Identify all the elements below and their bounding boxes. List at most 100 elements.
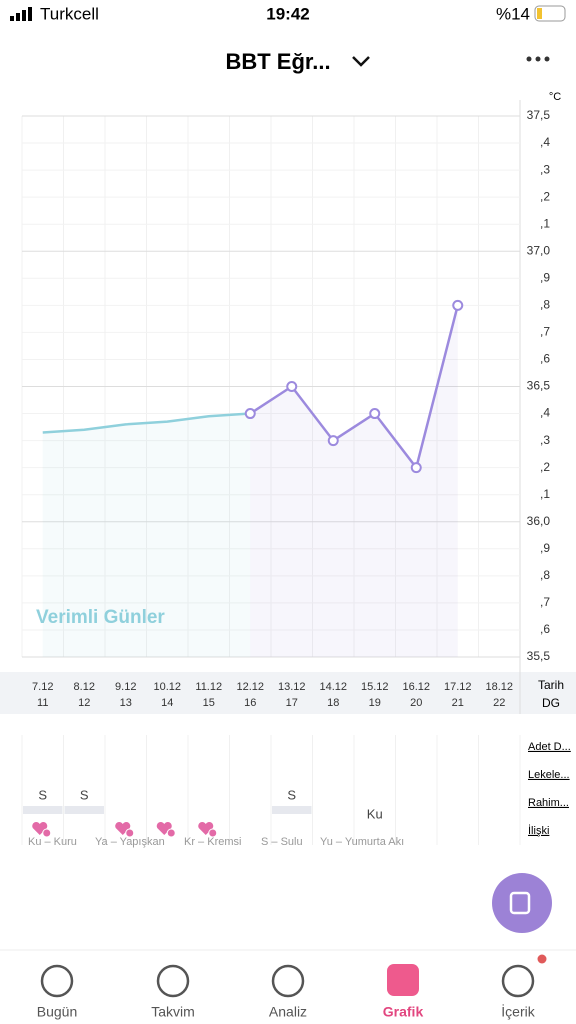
cycle-day: 11 bbox=[37, 697, 48, 709]
cycle-day: 21 bbox=[452, 697, 464, 709]
x-tick-label: 13.12 bbox=[278, 681, 306, 693]
point bbox=[452, 299, 464, 311]
battery-text: %14 bbox=[496, 4, 530, 23]
nav-icon bbox=[40, 964, 74, 998]
x-tick-label: 12.12 bbox=[236, 681, 264, 693]
dropdown[interactable] bbox=[352, 56, 370, 67]
symptom-row-label[interactable]: Adet D... bbox=[528, 741, 571, 753]
cycle-day: 13 bbox=[120, 697, 132, 709]
mucus-mark: S bbox=[38, 787, 47, 802]
heart-icon bbox=[32, 821, 48, 835]
cycle-day: 17 bbox=[286, 697, 298, 709]
heart-check bbox=[125, 828, 135, 838]
more-menu[interactable] bbox=[526, 56, 550, 62]
x-tick-label: 7.12 bbox=[32, 681, 53, 693]
nav-icon bbox=[271, 964, 305, 998]
y-tick-label: ,9 bbox=[540, 541, 550, 555]
symptom-legend: Kr – Kremsi bbox=[184, 836, 241, 848]
y-tick-label: ,6 bbox=[540, 622, 550, 636]
nav-label[interactable]: İçerik bbox=[501, 1003, 535, 1020]
mucus-bar bbox=[272, 806, 312, 814]
point bbox=[327, 435, 339, 447]
symptom-legend: Yu – Yumurta Akı bbox=[320, 836, 404, 848]
line bbox=[249, 305, 459, 471]
cycle-day: 19 bbox=[369, 697, 381, 709]
category-label: Tarih bbox=[538, 678, 564, 692]
cycle-day: 14 bbox=[161, 697, 173, 709]
y-tick-label: ,3 bbox=[540, 162, 550, 176]
cycle-day: 20 bbox=[410, 697, 422, 709]
nav-icon bbox=[501, 964, 535, 998]
cycle-day: 22 bbox=[493, 697, 505, 709]
carrier: Turkcell bbox=[40, 4, 99, 23]
header-title[interactable]: BBT Eğr... bbox=[225, 49, 330, 74]
unit: °C bbox=[549, 91, 561, 103]
mucus-mark: Ku bbox=[367, 806, 383, 821]
y-tick-label: 35,5 bbox=[527, 649, 551, 663]
mucus-bar bbox=[64, 806, 104, 814]
y-tick-label: ,2 bbox=[540, 189, 550, 203]
symptom-legend: Ku – Kuru bbox=[28, 836, 77, 848]
y-tick-label: ,9 bbox=[540, 270, 550, 284]
symptom-row-label[interactable]: İlişki bbox=[528, 824, 549, 837]
x-tick-label: 16.12 bbox=[402, 681, 430, 693]
point bbox=[369, 408, 381, 420]
y-tick-label: ,7 bbox=[540, 325, 550, 339]
y-tick-label: ,1 bbox=[540, 216, 550, 230]
x-tick-label: 18.12 bbox=[485, 681, 513, 693]
heart-icon bbox=[115, 821, 131, 835]
share-icon bbox=[509, 891, 531, 915]
y-tick-label: ,4 bbox=[540, 406, 550, 420]
share-button[interactable] bbox=[492, 873, 552, 933]
battery bbox=[534, 5, 566, 22]
x-tick-label: 9.12 bbox=[115, 681, 136, 693]
y-tick-label: ,8 bbox=[540, 568, 550, 582]
y-tick-label: ,7 bbox=[540, 595, 550, 609]
heart-check bbox=[166, 828, 176, 838]
area bbox=[250, 305, 458, 657]
y-tick-label: ,4 bbox=[540, 135, 550, 149]
x-tick-label: 17.12 bbox=[444, 681, 472, 693]
cycle-day: 16 bbox=[244, 697, 256, 709]
cycle-day: 18 bbox=[327, 697, 339, 709]
line bbox=[42, 412, 251, 434]
cycle-day-label: DG bbox=[542, 696, 560, 710]
mucus-mark: S bbox=[287, 787, 296, 802]
y-tick-label: 36,5 bbox=[527, 379, 551, 393]
clock: 19:42 bbox=[266, 4, 309, 23]
mucus-mark: S bbox=[80, 787, 89, 802]
symptom-row-label[interactable]: Rahim... bbox=[528, 797, 569, 809]
y-tick-label: 37,0 bbox=[527, 243, 551, 257]
y-tick-label: ,8 bbox=[540, 298, 550, 312]
heart-check bbox=[208, 828, 218, 838]
point bbox=[244, 408, 256, 420]
nav-label[interactable]: Grafik bbox=[383, 1004, 424, 1020]
x-tick-label: 10.12 bbox=[153, 681, 181, 693]
heart-icon bbox=[156, 821, 172, 835]
point bbox=[286, 381, 298, 392]
nav-label[interactable]: Takvim bbox=[151, 1004, 195, 1020]
signal bbox=[10, 7, 32, 21]
nav-label[interactable]: Analiz bbox=[269, 1004, 307, 1020]
y-tick-label: ,1 bbox=[540, 487, 550, 501]
x-tick-label: 15.12 bbox=[361, 681, 389, 693]
x-tick-label: 14.12 bbox=[319, 681, 347, 693]
nav-bar: Bugün Takvim Analiz Grafik İçerik bbox=[37, 954, 547, 1020]
area bbox=[42, 413, 251, 657]
point bbox=[410, 462, 422, 474]
date-band bbox=[0, 672, 576, 714]
nav-label[interactable]: Bugün bbox=[37, 1004, 77, 1020]
battery-level bbox=[537, 8, 542, 19]
y-tick-label: 36,0 bbox=[527, 514, 551, 528]
annotation: Verimli Günler bbox=[36, 607, 165, 628]
heart-check bbox=[42, 828, 52, 838]
symptom-row-label[interactable]: Lekele... bbox=[528, 769, 570, 781]
heart-icon bbox=[198, 821, 214, 835]
symptom-legend: Ya – Yapışkan bbox=[95, 836, 165, 848]
y-tick-label: ,6 bbox=[540, 352, 550, 366]
y-tick-label: ,2 bbox=[540, 460, 550, 474]
y-tick-label: 37,5 bbox=[527, 108, 551, 122]
cycle-day: 12 bbox=[78, 697, 90, 709]
cycle-day: 15 bbox=[203, 697, 215, 709]
